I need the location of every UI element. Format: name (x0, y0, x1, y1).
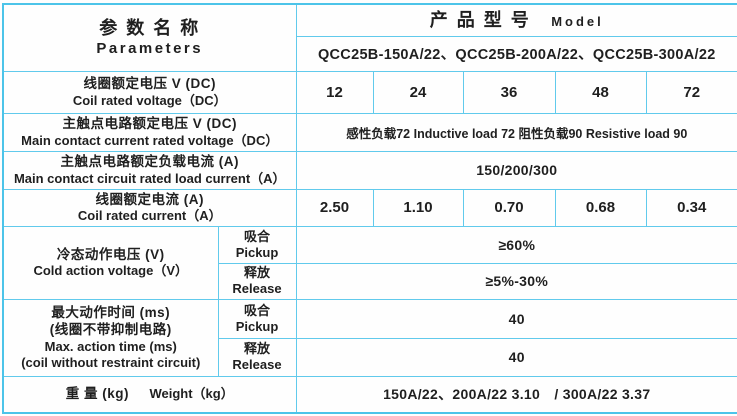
max-action-time-label-zh2: (线圈不带抑制电路) (49, 322, 172, 338)
coil-voltage-value-cell: 36 (462, 70, 556, 114)
row-cold-action-pickup: 冷态动作电压 (V) Cold action voltage（V） 吸合 Pic… (2, 225, 737, 300)
weight-value-cell: 150A/22、200A/22 3.10 / 300A/22 3.37 (295, 375, 737, 414)
max-pickup-sublabel-cell: 吸合 Pickup (217, 298, 297, 339)
coil-current-value-cell: 0.68 (554, 188, 647, 227)
max-action-time-label-zh1: 最大动作时间 (ms) (51, 304, 171, 320)
main-contact-voltage-label-en: Main contact current rated voltage（DC） (21, 132, 279, 148)
max-release-value-cell: 40 (295, 337, 737, 377)
param-title-zh: 参 数 名 称 (99, 18, 201, 39)
row-max-action-pickup: 最大动作时间 (ms) (线圈不带抑制电路) Max. action time … (2, 298, 737, 377)
main-contact-load-current-label-en: Main contact circuit rated load current（… (13, 170, 286, 186)
row-coil-rated-current: 线圈额定电流 (A) Coil rated current（A） 2.50 1.… (2, 188, 737, 227)
coil-current-value-cell: 0.34 (645, 188, 737, 227)
param-title-en: Parameters (96, 40, 204, 58)
cold-action-voltage-label-en: Cold action voltage（V） (33, 263, 189, 279)
coil-current-value-cell: 2.50 (295, 188, 374, 227)
weight-label-zh: 重 量 (kg) (65, 386, 130, 402)
row-coil-rated-voltage: 线圈额定电压 V (DC) Coil rated voltage（DC） 12 … (2, 70, 737, 114)
coil-rated-voltage-label-zh: 线圈额定电压 V (DC) (83, 76, 216, 92)
max-action-time-label-cell: 最大动作时间 (ms) (线圈不带抑制电路) Max. action time … (2, 298, 219, 377)
cold-action-voltage-label-cell: 冷态动作电压 (V) Cold action voltage（V） (2, 225, 219, 300)
main-contact-load-current-label-zh: 主触点电路额定负载电流 (A) (60, 154, 239, 170)
header-row-1: 参 数 名 称 Parameters 产 品 型 号 Model (2, 3, 737, 72)
models-list-cell: QCC25B-150A/22、QCC25B-200A/22、QCC25B-300… (295, 35, 737, 72)
coil-current-value-cell: 1.10 (372, 188, 464, 227)
param-header-cell: 参 数 名 称 Parameters (2, 3, 297, 72)
model-header-cell: 产 品 型 号 Model (295, 3, 737, 37)
main-contact-load-current-label-cell: 主触点电路额定负载电流 (A) Main contact circuit rat… (2, 150, 297, 190)
spec-table: 参 数 名 称 Parameters 产 品 型 号 Model QCC25B-… (2, 3, 737, 414)
cold-release-sublabel-cell: 释放 Release (217, 262, 297, 300)
main-contact-voltage-value-cell: 感性负载72 Inductive load 72 阻性负载90 Resistiv… (295, 112, 737, 152)
coil-current-value-cell: 0.70 (462, 188, 556, 227)
pickup-label-zh: 吸合 (244, 302, 271, 318)
cold-pickup-sublabel-cell: 吸合 Pickup (217, 225, 297, 264)
row-max-action-release: 释放 Release 40 (3, 337, 737, 377)
release-label-zh: 释放 (244, 341, 271, 357)
release-label-en: Release (232, 357, 282, 372)
coil-rated-current-label-zh: 线圈额定电流 (A) (95, 191, 204, 207)
row-main-contact-load-current: 主触点电路额定负载电流 (A) Main contact circuit rat… (2, 150, 737, 190)
max-action-time-label-en1: Max. action time (ms) (44, 338, 177, 354)
model-title-zh: 产 品 型 号 (429, 9, 531, 30)
coil-voltage-value-cell: 12 (295, 70, 374, 114)
cold-pickup-value-cell: ≥60% (295, 225, 737, 264)
row-weight: 重 量 (kg) Weight（kg） 150A/22、200A/22 3.10… (2, 375, 737, 414)
coil-voltage-value-cell: 72 (645, 70, 737, 114)
coil-rated-current-label-cell: 线圈额定电流 (A) Coil rated current（A） (2, 188, 297, 227)
main-contact-voltage-label-cell: 主触点电路额定电压 V (DC) Main contact current ra… (2, 112, 297, 152)
cold-action-voltage-label-zh: 冷态动作电压 (V) (56, 246, 165, 262)
weight-label-en: Weight（kg） (149, 386, 234, 402)
coil-rated-voltage-label-en: Coil rated voltage（DC） (72, 92, 227, 108)
release-label-zh: 释放 (244, 265, 271, 281)
max-action-time-label-en2: (coil without restraint circuit) (21, 355, 201, 371)
coil-rated-voltage-label-cell: 线圈额定电压 V (DC) Coil rated voltage（DC） (2, 70, 297, 114)
coil-voltage-value-cell: 24 (372, 70, 464, 114)
cold-release-value-cell: ≥5%-30% (295, 262, 737, 300)
row-main-contact-voltage: 主触点电路额定电压 V (DC) Main contact current ra… (2, 112, 737, 152)
max-pickup-value-cell: 40 (295, 298, 737, 339)
main-contact-voltage-label-zh: 主触点电路额定电压 V (DC) (62, 116, 237, 132)
pickup-label-en: Pickup (235, 244, 279, 260)
pickup-label-en: Pickup (235, 318, 279, 334)
pickup-label-zh: 吸合 (244, 228, 271, 244)
release-label-en: Release (232, 281, 282, 296)
header-row-2: QCC25B-150A/22、QCC25B-200A/22、QCC25B-300… (3, 35, 737, 72)
model-title-en: Model (551, 13, 604, 29)
coil-rated-current-label-en: Coil rated current（A） (77, 208, 222, 224)
max-release-sublabel-cell: 释放 Release (217, 337, 297, 377)
weight-label-cell: 重 量 (kg) Weight（kg） (2, 375, 297, 414)
main-contact-load-current-value-cell: 150/200/300 (295, 150, 737, 190)
coil-voltage-value-cell: 48 (554, 70, 647, 114)
